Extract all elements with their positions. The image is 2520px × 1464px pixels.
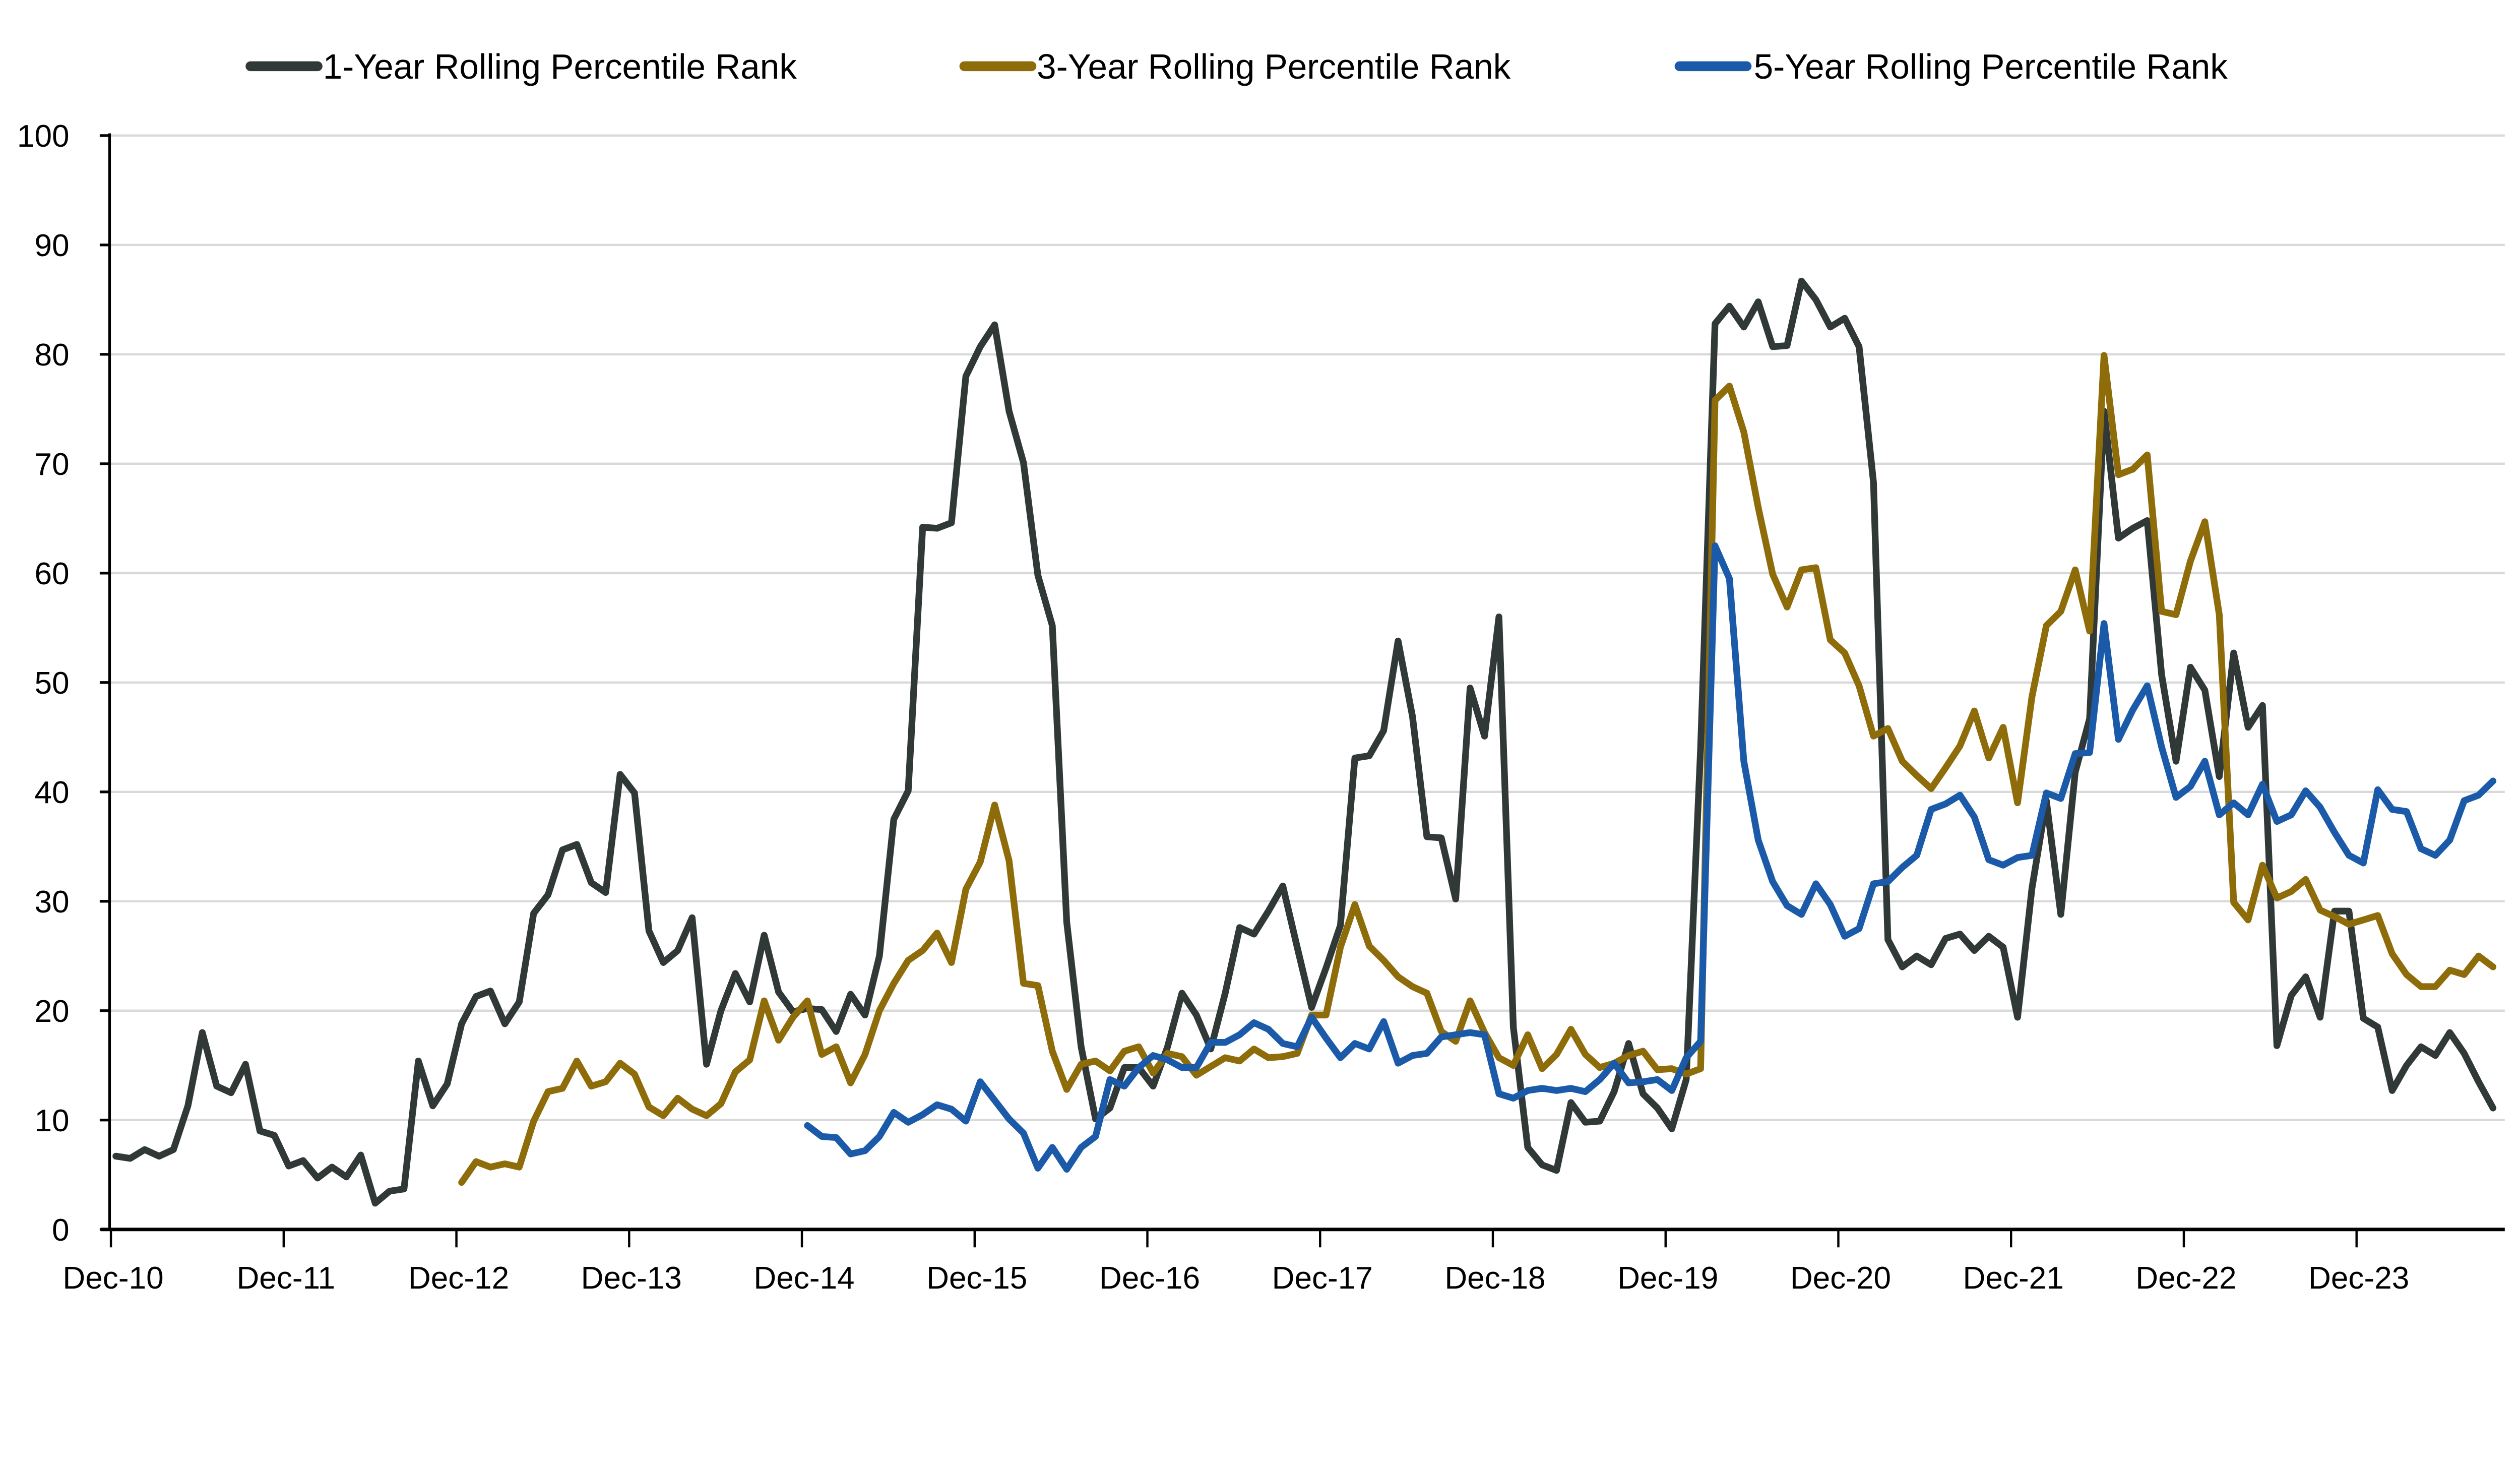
legend: 1-Year Rolling Percentile Rank 3-Year Rol… bbox=[245, 47, 2228, 86]
y-tick-label: 90 bbox=[34, 228, 69, 263]
axes bbox=[99, 133, 2505, 1248]
x-axis-tick-labels: Dec-10 Dec-11 Dec-12 Dec-13 Dec-14 Dec-15 Dec-… bbox=[62, 1261, 2409, 1296]
x-tick-label: Dec-21 bbox=[1963, 1261, 2064, 1296]
series-line-1 bbox=[112, 277, 2497, 1207]
x-tick-label: Dec-14 bbox=[753, 1261, 854, 1296]
y-tick-label: 0 bbox=[52, 1213, 70, 1248]
y-tick-label: 40 bbox=[34, 775, 69, 810]
series-line-3 bbox=[804, 542, 2497, 1173]
y-axis-tick-labels: 0 10 20 30 40 50 60 70 80 90 100 bbox=[17, 119, 70, 1248]
y-tick-label: 50 bbox=[34, 666, 69, 701]
y-tick-label: 10 bbox=[34, 1104, 69, 1138]
x-tick-label: Dec-13 bbox=[581, 1261, 682, 1296]
y-tick-label: 70 bbox=[34, 447, 69, 482]
x-tick-label: Dec-16 bbox=[1099, 1261, 1200, 1296]
legend-item: 3-Year Rolling Percentile Rank bbox=[959, 47, 1511, 86]
legend-item: 1-Year Rolling Percentile Rank bbox=[245, 47, 797, 86]
gridlines bbox=[109, 134, 2505, 1121]
y-tick-label: 60 bbox=[34, 557, 69, 591]
x-tick-label: Dec-20 bbox=[1790, 1261, 1891, 1296]
legend-label: 3-Year Rolling Percentile Rank bbox=[1037, 47, 1510, 86]
series-line-2 bbox=[458, 352, 2497, 1186]
y-tick-label: 20 bbox=[34, 994, 69, 1029]
x-tick-label: Dec-22 bbox=[2135, 1261, 2236, 1296]
x-tick-label: Dec-15 bbox=[926, 1261, 1027, 1296]
x-tick-label: Dec-10 bbox=[62, 1261, 163, 1296]
y-tick-label: 30 bbox=[34, 885, 69, 920]
x-tick-label: Dec-18 bbox=[1444, 1261, 1545, 1296]
x-tick-label: Dec-19 bbox=[1617, 1261, 1718, 1296]
legend-item: 5-Year Rolling Percentile Rank bbox=[1674, 47, 2228, 86]
x-tick-label: Dec-11 bbox=[236, 1261, 335, 1296]
x-tick-label: Dec-17 bbox=[1272, 1261, 1373, 1296]
y-tick-label: 80 bbox=[34, 338, 69, 373]
y-tick-label: 100 bbox=[17, 119, 70, 154]
x-tick-label: Dec-12 bbox=[408, 1261, 509, 1296]
x-tick-label: Dec-23 bbox=[2308, 1261, 2409, 1296]
legend-label: 5-Year Rolling Percentile Rank bbox=[1754, 47, 2228, 86]
series-lines bbox=[112, 277, 2497, 1207]
legend-label: 1-Year Rolling Percentile Rank bbox=[323, 47, 797, 86]
